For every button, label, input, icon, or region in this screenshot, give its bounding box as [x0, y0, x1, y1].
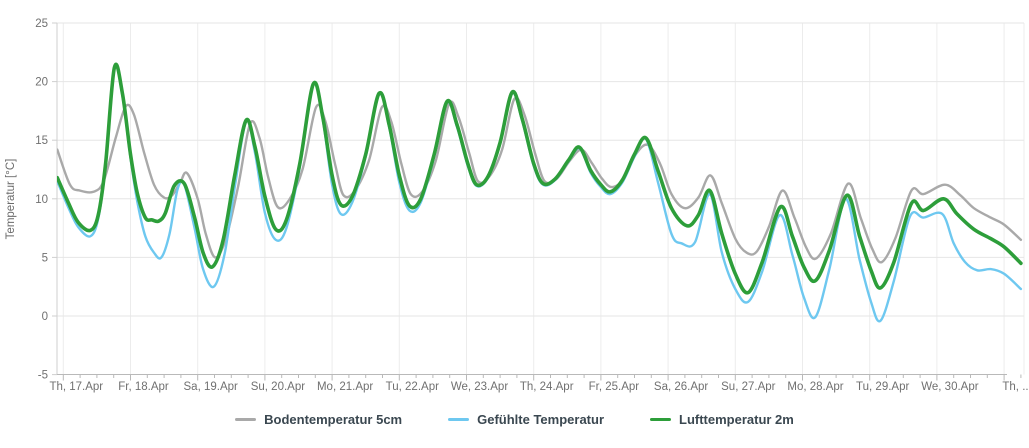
x-tick-label: Th, 17.Apr [49, 381, 103, 393]
x-tick-label: Tu, 29.Apr [856, 381, 909, 393]
y-tick-label: 25 [35, 18, 48, 30]
legend-item-gefuehlte-temperatur[interactable]: Gefühlte Temperatur [448, 412, 604, 427]
legend-line-marker-icon [448, 418, 470, 421]
x-tick-label: Fr, 25.Apr [589, 381, 640, 393]
x-tick-label: Su, 20.Apr [251, 381, 306, 393]
x-tick-label: Mo, 21.Apr [317, 381, 373, 393]
x-tick-label: Sa, 26.Apr [654, 381, 709, 393]
y-axis-title: Temperatur [°C] [5, 159, 17, 240]
y-tick-label: 15 [35, 135, 48, 147]
legend-item-lufttemperatur-2m[interactable]: Lufttemperatur 2m [650, 412, 794, 427]
y-tick-label: 0 [42, 311, 48, 323]
y-tick-label: 5 [42, 252, 48, 264]
legend-label: Gefühlte Temperatur [477, 412, 604, 427]
x-tick-label: Sa, 19.Apr [184, 381, 239, 393]
x-tick-label: Th, 24.Apr [520, 381, 574, 393]
y-tick-label: -5 [38, 370, 48, 382]
legend-line-marker-icon [650, 417, 671, 422]
legend-item-bodentemperatur-5cm[interactable]: Bodentemperatur 5cm [235, 412, 402, 427]
series-line-lufttemperatur-2m [57, 62, 1023, 295]
x-tick-label: Su, 27.Apr [721, 381, 776, 393]
legend-line-marker-icon [235, 418, 257, 421]
x-tick-label: We, 23.Apr [451, 381, 508, 393]
x-tick-label: Mo, 28.Apr [787, 381, 843, 393]
x-tick-label: Fr, 18.Apr [118, 381, 169, 393]
legend-label: Lufttemperatur 2m [679, 412, 794, 427]
series-line-bodentemperatur-5cm [57, 96, 1023, 264]
x-tick-label: We, 30.Apr [921, 381, 978, 393]
series-group [57, 62, 1023, 323]
legend-label: Bodentemperatur 5cm [264, 412, 403, 427]
y-tick-label: 10 [35, 194, 48, 206]
y-tick-label: 20 [35, 77, 48, 89]
chart-legend: Bodentemperatur 5cm Gefühlte Temperatur … [0, 412, 1029, 427]
x-tick-label: Tu, 22.Apr [386, 381, 439, 393]
x-tick-label: Th, ... [1002, 381, 1029, 393]
